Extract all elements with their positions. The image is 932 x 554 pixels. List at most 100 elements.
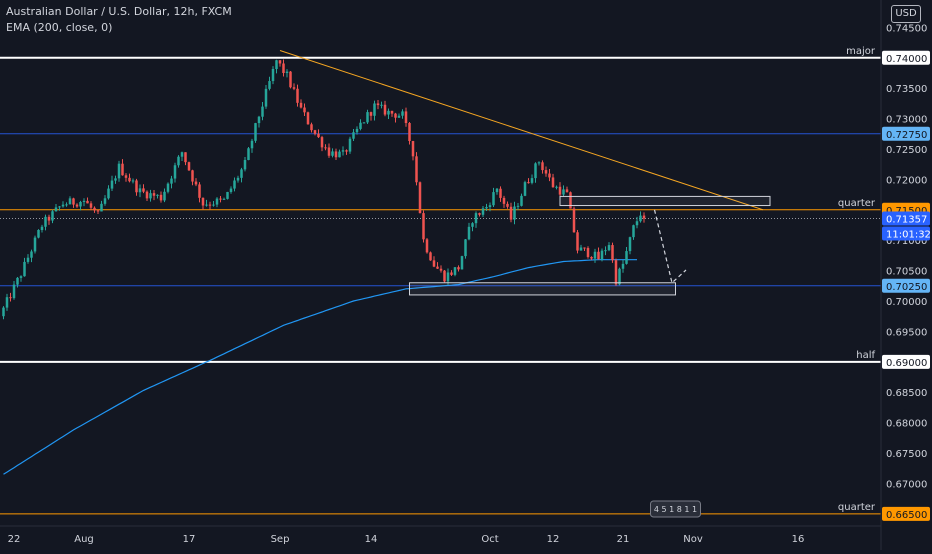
- candle-90[interactable]: [317, 129, 320, 139]
- candle-121[interactable]: [425, 237, 429, 254]
- candle-141[interactable]: [495, 188, 499, 195]
- candle-154[interactable]: [541, 160, 544, 174]
- candle-175[interactable]: [614, 258, 618, 286]
- candle-21[interactable]: [75, 203, 79, 208]
- candle-147[interactable]: [516, 202, 520, 210]
- candle-56[interactable]: [198, 182, 201, 203]
- candle-87[interactable]: [306, 111, 310, 125]
- candle-29[interactable]: [103, 195, 107, 206]
- candle-143[interactable]: [502, 195, 506, 208]
- candle-151[interactable]: [530, 174, 534, 185]
- candle-26[interactable]: [93, 206, 96, 213]
- indicator-title[interactable]: EMA (200, close, 0): [6, 21, 113, 34]
- candle-63[interactable]: [222, 197, 226, 200]
- candle-30[interactable]: [107, 185, 110, 200]
- candle-80[interactable]: [282, 59, 285, 77]
- candle-111[interactable]: [390, 110, 394, 117]
- candle-97[interactable]: [341, 146, 345, 156]
- candle-84[interactable]: [296, 84, 299, 107]
- candle-126[interactable]: [443, 269, 446, 283]
- candle-4[interactable]: [16, 276, 19, 288]
- candle-160[interactable]: [562, 185, 565, 197]
- candle-131[interactable]: [460, 255, 464, 270]
- candle-102[interactable]: [359, 119, 362, 131]
- candle-13[interactable]: [47, 214, 51, 225]
- candle-103[interactable]: [362, 122, 366, 124]
- candle-161[interactable]: [565, 186, 569, 193]
- projection-path[interactable]: [653, 209, 687, 284]
- candle-42[interactable]: [149, 189, 152, 202]
- candle-35[interactable]: [124, 173, 128, 182]
- candle-106[interactable]: [373, 100, 376, 121]
- candle-148[interactable]: [520, 193, 523, 207]
- candle-68[interactable]: [240, 167, 243, 183]
- candle-15[interactable]: [54, 204, 58, 212]
- candle-6[interactable]: [23, 257, 26, 277]
- candle-5[interactable]: [19, 275, 23, 282]
- candle-18[interactable]: [65, 202, 68, 207]
- zone-box-1[interactable]: [409, 282, 676, 296]
- candle-16[interactable]: [58, 205, 61, 211]
- countdown-tag[interactable]: 11:01:32: [882, 226, 931, 241]
- candle-64[interactable]: [226, 191, 229, 200]
- candle-67[interactable]: [236, 175, 240, 183]
- candle-130[interactable]: [457, 265, 460, 272]
- candle-32[interactable]: [114, 175, 117, 184]
- candle-85[interactable]: [299, 99, 303, 109]
- candle-65[interactable]: [229, 186, 233, 194]
- candle-57[interactable]: [201, 197, 205, 210]
- candle-14[interactable]: [51, 209, 54, 224]
- level-tag-5[interactable]: 0.66500: [882, 506, 930, 521]
- candle-172[interactable]: [604, 246, 607, 256]
- candle-179[interactable]: [628, 236, 632, 255]
- ema-line[interactable]: [3, 259, 638, 475]
- candle-129[interactable]: [453, 267, 457, 277]
- candle-158[interactable]: [555, 185, 558, 190]
- trendline[interactable]: [279, 49, 764, 211]
- candle-125[interactable]: [439, 265, 443, 273]
- currency-button[interactable]: USD: [891, 5, 921, 23]
- candle-52[interactable]: [184, 152, 187, 166]
- event-marker[interactable]: 4 5 1 8 1 1: [650, 500, 701, 518]
- level-tag-4[interactable]: 0.69000: [882, 354, 930, 369]
- candle-99[interactable]: [348, 136, 352, 154]
- candle-78[interactable]: [275, 59, 278, 74]
- candle-86[interactable]: [303, 103, 306, 117]
- candle-122[interactable]: [429, 251, 432, 261]
- candle-98[interactable]: [345, 149, 348, 155]
- candle-69[interactable]: [243, 156, 247, 172]
- candle-120[interactable]: [422, 210, 425, 243]
- candle-152[interactable]: [534, 162, 537, 183]
- candle-110[interactable]: [387, 108, 390, 119]
- candle-123[interactable]: [432, 256, 436, 268]
- zone-box-0[interactable]: [559, 195, 771, 207]
- candle-112[interactable]: [394, 112, 397, 123]
- candle-47[interactable]: [166, 182, 170, 194]
- candle-51[interactable]: [180, 151, 184, 162]
- candle-150[interactable]: [527, 178, 530, 184]
- candle-72[interactable]: [254, 122, 257, 143]
- candle-83[interactable]: [292, 83, 296, 91]
- candle-31[interactable]: [110, 175, 114, 191]
- candle-41[interactable]: [145, 190, 149, 201]
- candle-170[interactable]: [597, 247, 600, 260]
- candle-174[interactable]: [611, 242, 614, 263]
- candle-28[interactable]: [100, 200, 103, 212]
- candle-39[interactable]: [138, 184, 142, 198]
- candle-169[interactable]: [593, 248, 597, 263]
- candle-166[interactable]: [583, 247, 586, 251]
- candle-8[interactable]: [30, 249, 33, 263]
- candle-3[interactable]: [12, 281, 16, 300]
- candle-25[interactable]: [89, 201, 93, 211]
- candle-171[interactable]: [600, 248, 604, 262]
- candle-7[interactable]: [26, 254, 30, 264]
- candle-58[interactable]: [205, 199, 208, 207]
- candle-70[interactable]: [247, 146, 250, 161]
- candle-138[interactable]: [485, 203, 488, 211]
- level-tag-0[interactable]: 0.74000: [882, 50, 930, 65]
- candle-115[interactable]: [404, 107, 408, 127]
- candle-71[interactable]: [250, 138, 254, 153]
- candle-155[interactable]: [544, 166, 548, 177]
- candle-139[interactable]: [488, 202, 492, 212]
